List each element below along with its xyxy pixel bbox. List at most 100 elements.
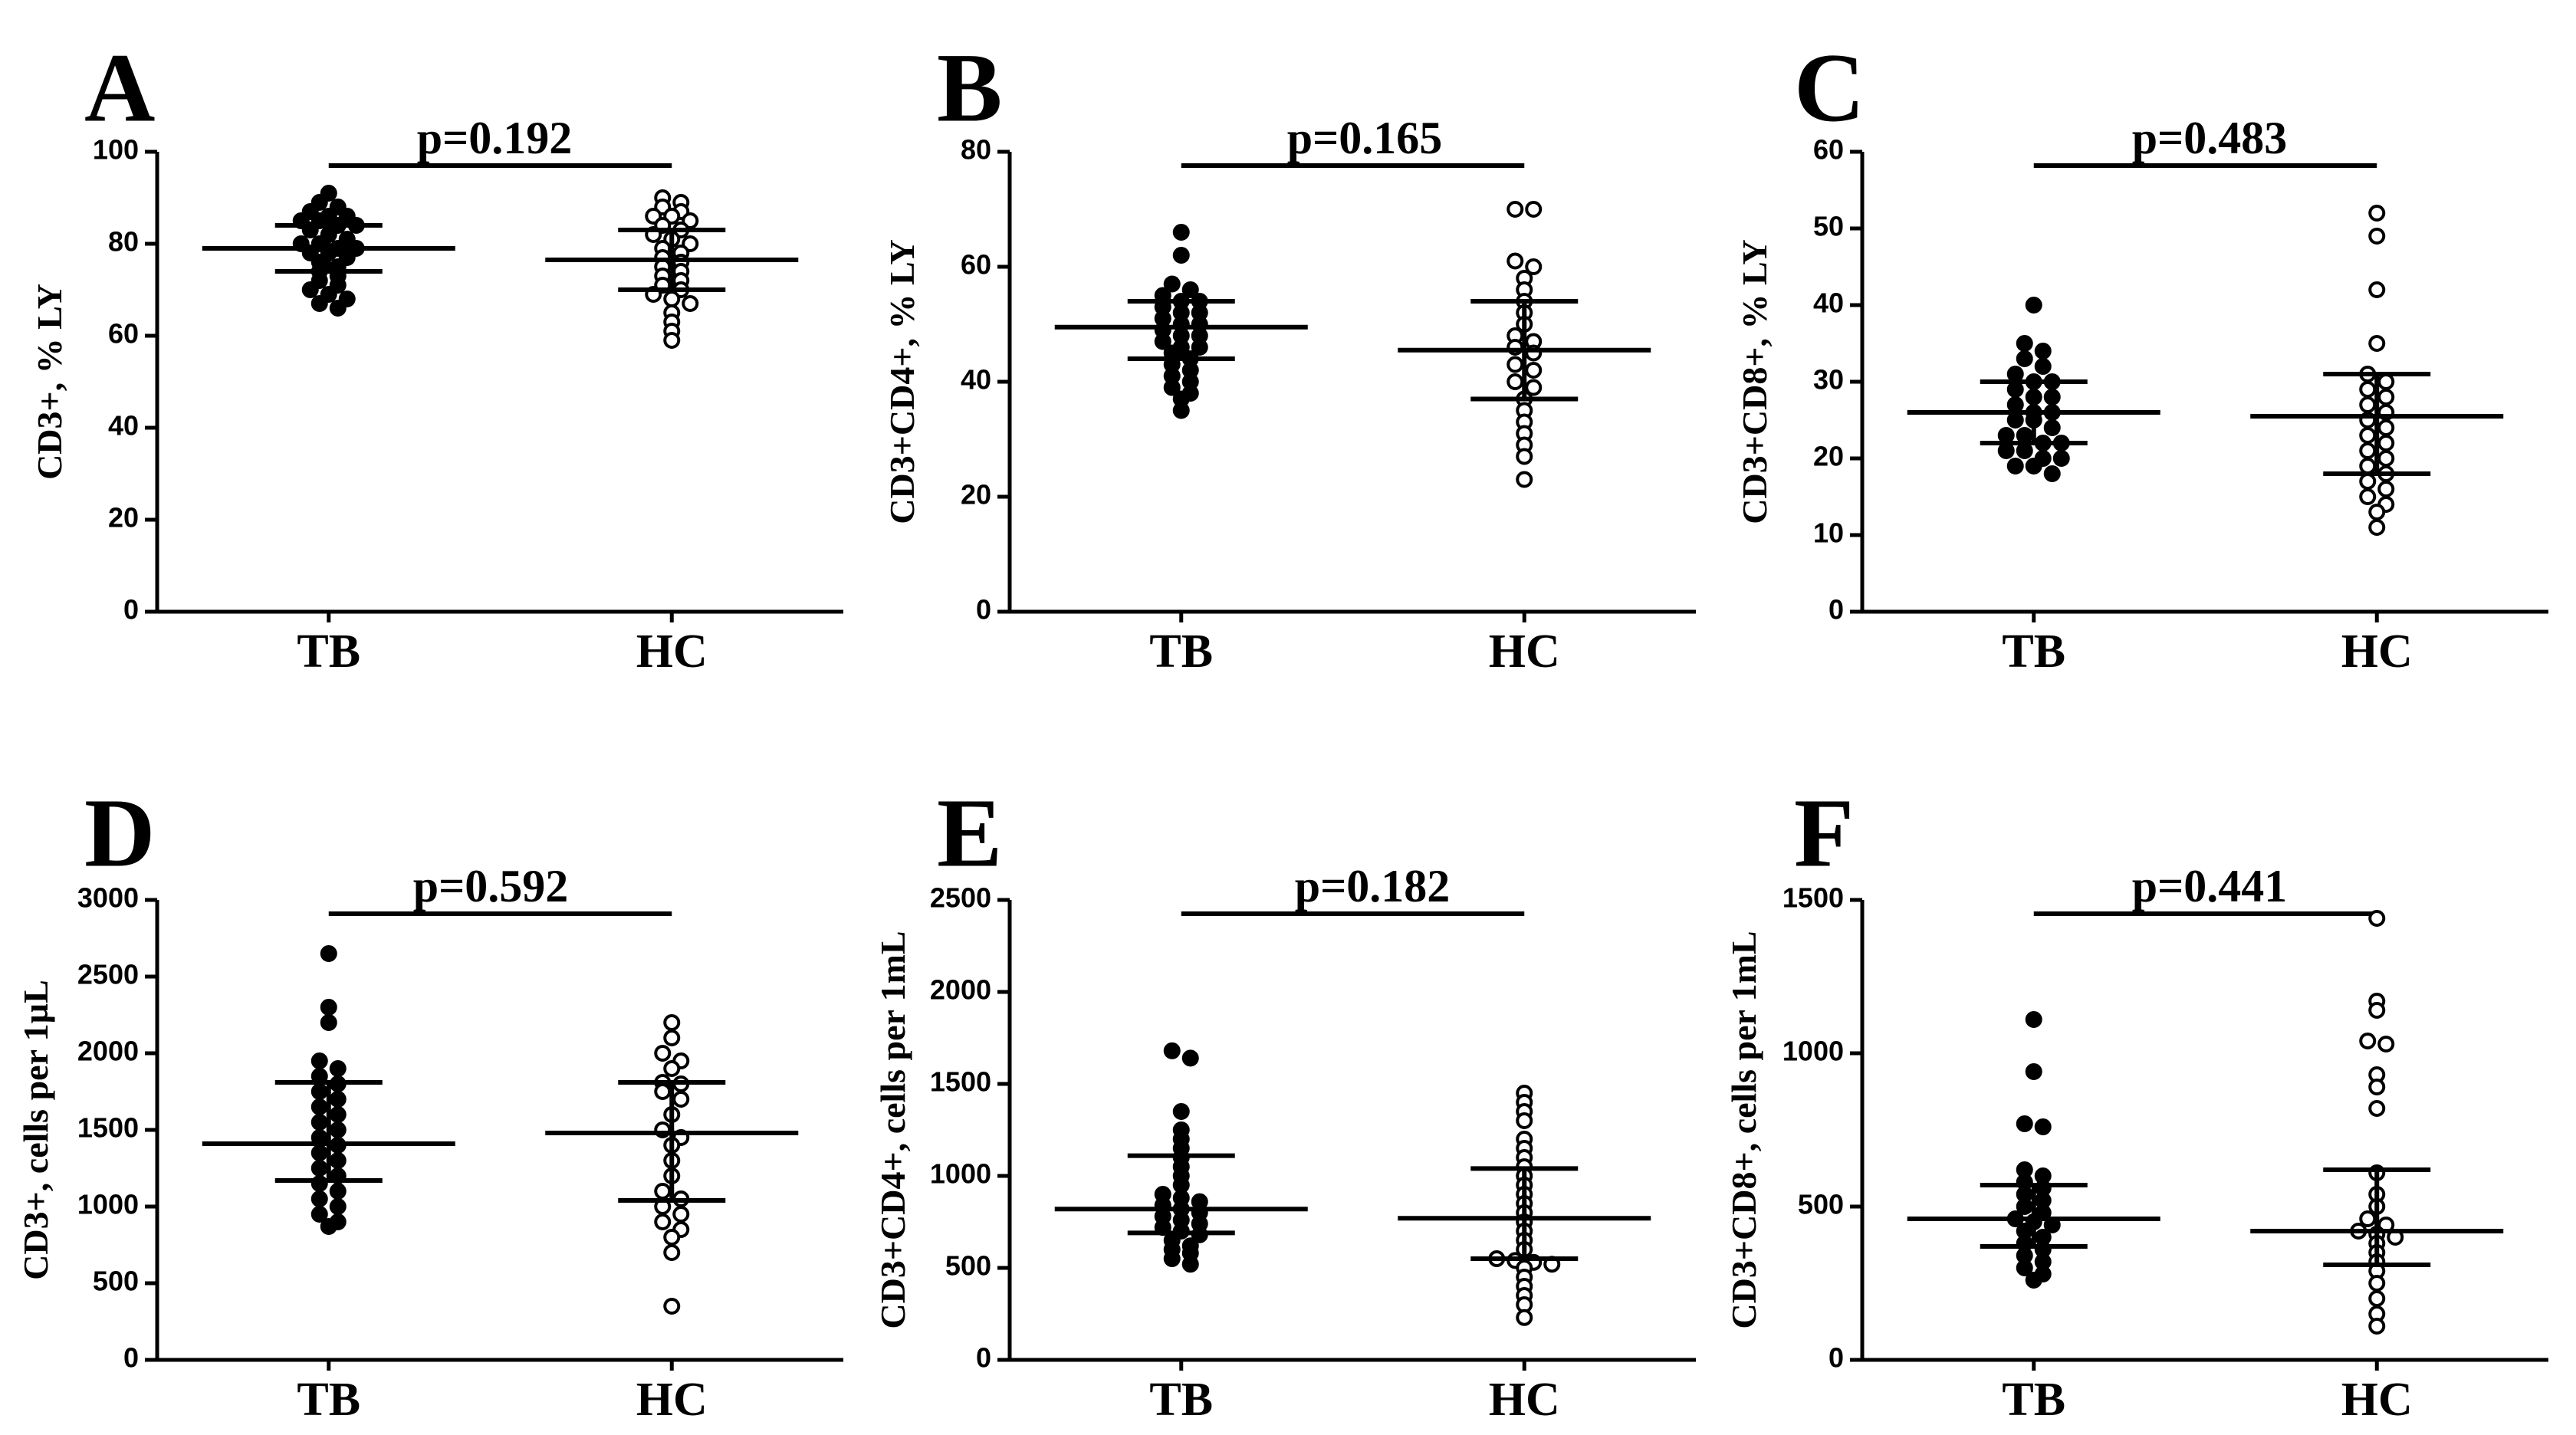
data-point-open (663, 291, 681, 307)
data-point-open (663, 1014, 681, 1031)
data-point-filled (2006, 366, 2024, 383)
data-point-filled (2016, 1198, 2033, 1215)
data-point-open (2368, 1290, 2386, 1307)
panel-letter: D (84, 778, 155, 887)
data-point-open (2368, 1275, 2386, 1292)
data-point-filled (2006, 458, 2024, 475)
data-point-filled (310, 1098, 328, 1115)
y-axis-label: CD3+CD8+, cells per 1mL (1724, 931, 1763, 1328)
data-point-open (2368, 335, 2386, 352)
y-tick-label: 0 (123, 594, 139, 626)
data-point-filled (2034, 343, 2052, 360)
data-point-filled (1181, 1256, 1199, 1273)
data-point-filled (1172, 402, 1190, 419)
data-point-open (2368, 1079, 2386, 1095)
data-point-open (663, 1029, 681, 1046)
x-category-label: HC (636, 1374, 708, 1426)
y-tick-label: 1000 (930, 1158, 991, 1190)
data-point-filled (329, 1121, 347, 1138)
y-tick-label: 1500 (1783, 882, 1844, 914)
data-point-filled (1172, 247, 1190, 264)
y-tick-label: 60 (108, 318, 139, 350)
data-point-filled (2034, 1118, 2052, 1135)
data-point-filled (2025, 1011, 2042, 1028)
y-tick-label: 1000 (1783, 1036, 1844, 1067)
data-point-filled (2016, 350, 2033, 367)
panel-d: D 0 500 1000 1500 2000 2500 3000 CD3+, cells per… (16, 778, 843, 1426)
data-point-open (663, 1298, 681, 1315)
data-point-open (672, 1206, 690, 1223)
data-point-open (1506, 356, 1524, 373)
y-tick-label: 2000 (77, 1036, 139, 1067)
y-tick-label: 1500 (77, 1112, 139, 1144)
data-point-filled (2043, 465, 2061, 482)
data-point-filled (310, 1206, 328, 1223)
data-point-filled (310, 1190, 328, 1207)
data-point-open (2368, 1318, 2386, 1335)
data-point-open (663, 332, 681, 349)
p-value-label: p=0.441 (2132, 861, 2288, 911)
x-category-label: HC (2341, 626, 2413, 678)
p-value-label: p=0.165 (1287, 113, 1443, 163)
data-point-open (1516, 1309, 1533, 1326)
data-point-filled (2016, 1259, 2033, 1276)
y-tick-label: 60 (961, 249, 991, 281)
data-point-open (2368, 504, 2386, 520)
data-point-open (1506, 252, 1524, 270)
data-point-filled (329, 300, 347, 317)
data-point-filled (320, 1218, 337, 1235)
y-tick-label: 0 (1829, 1342, 1844, 1374)
y-tick-label: 500 (93, 1266, 139, 1297)
y-tick-label: 40 (1813, 287, 1844, 319)
data-point-open (2368, 1100, 2386, 1117)
data-point-open (2359, 473, 2377, 490)
data-point-filled (320, 945, 337, 962)
data-point-open (2359, 488, 2377, 505)
y-axis-label: CD3+CD8+, % LY (1735, 239, 1774, 524)
y-tick-label: 1500 (930, 1066, 991, 1098)
data-point-filled (1172, 224, 1190, 241)
y-tick-label: 20 (961, 479, 991, 511)
panel-letter: E (937, 778, 1002, 887)
data-point-open (2368, 228, 2386, 245)
y-tick-label: 1000 (77, 1189, 139, 1220)
data-point-filled (2043, 389, 2061, 406)
x-category-label: TB (1149, 626, 1213, 678)
y-axis-label: CD3+, % LY (30, 284, 69, 480)
panel-b: B 0 20 40 60 80 CD3+CD4+, % LY TB HC p=0.165 (882, 33, 1696, 678)
panel-e: E 0 500 1000 1500 2000 2500 CD3+CD4+, cells per… (873, 778, 1696, 1426)
data-point-filled (2016, 335, 2033, 352)
data-point-filled (2016, 1115, 2033, 1132)
y-tick-label: 30 (1813, 364, 1844, 396)
data-point-filled (1163, 275, 1181, 293)
x-category-label: TB (297, 626, 360, 678)
data-point-filled (2025, 458, 2042, 475)
y-tick-label: 0 (1829, 594, 1844, 626)
data-point-filled (1997, 442, 2015, 459)
data-point-filled (1163, 1250, 1181, 1267)
data-point-filled (1163, 1042, 1181, 1059)
x-category-label: TB (2002, 626, 2065, 678)
x-category-label: HC (636, 626, 708, 678)
data-point-filled (1181, 281, 1199, 298)
data-point-open (2359, 1210, 2377, 1227)
data-point-filled (2034, 358, 2052, 375)
data-point-open (2377, 389, 2395, 406)
y-tick-label: 0 (976, 594, 991, 626)
y-tick-label: 40 (108, 410, 139, 442)
data-point-filled (1181, 1049, 1199, 1067)
y-tick-label: 0 (976, 1342, 991, 1374)
y-tick-label: 3000 (77, 882, 139, 914)
data-point-filled (310, 1083, 328, 1100)
data-point-open (2368, 281, 2386, 298)
data-point-open (663, 1060, 681, 1077)
data-point-filled (2025, 1272, 2042, 1289)
y-tick-label: 80 (108, 226, 139, 258)
data-point-filled (320, 1014, 337, 1031)
panel-letter: C (1794, 33, 1865, 142)
y-tick-label: 80 (961, 134, 991, 166)
data-point-open (663, 1244, 681, 1261)
data-point-open (2359, 427, 2377, 444)
y-tick-label: 0 (123, 1342, 139, 1374)
data-point-open (663, 1229, 681, 1246)
